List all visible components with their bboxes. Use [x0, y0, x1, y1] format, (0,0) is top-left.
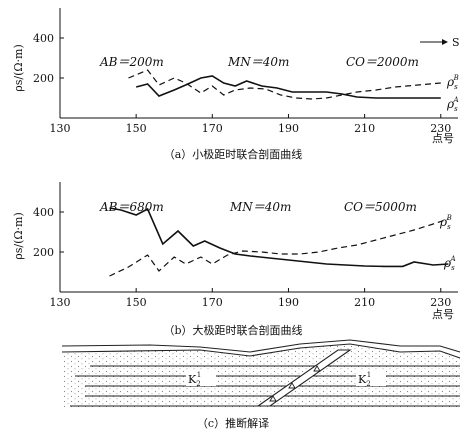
panel-b-x-axis-label: 点号: [432, 308, 454, 321]
panel-a-x-tick-label: 150: [126, 122, 147, 135]
panel-a-series-a-line: [135, 75, 441, 99]
panel-b-x-tick-label: 230: [430, 296, 451, 309]
panel-b-series-a-label: ρsA: [443, 255, 456, 272]
panel-b-caption: （b）大极距时联合剖面曲线: [163, 323, 302, 337]
panel-a-x-axis-label: 点号: [432, 132, 454, 145]
panel-a-mn-annotation: MN＝40m: [227, 55, 289, 69]
panel-b-x-tick-label: 210: [354, 296, 375, 309]
panel-b-x-tick-label: 150: [126, 296, 147, 309]
panel-b-y-tick-label: 200: [33, 246, 54, 259]
panel-a-x-tick-label: 230: [430, 122, 451, 135]
panel-b-series-b-label: ρsB: [439, 214, 452, 231]
panel-a-x-tick-label: 210: [354, 122, 375, 135]
panel-a-x-tick-label: 190: [278, 122, 299, 135]
panel-a-x-tick-label: 170: [202, 122, 223, 135]
panel-a-direction-label: S: [452, 36, 460, 49]
label-bg-left: [186, 370, 216, 386]
panel-b-co-annotation: CO＝5000m: [344, 200, 417, 214]
panel-b-x-tick-label: 130: [50, 296, 71, 309]
panel-b-series-a-line: [109, 207, 449, 268]
stratum-label-left: K21: [188, 371, 201, 388]
panel-a-lines: [128, 69, 441, 100]
panel-a-y-tick-label: 400: [33, 32, 54, 45]
stratum-label-right: K21: [358, 371, 371, 388]
panel-a-ab-annotation: AB＝200m: [99, 55, 164, 69]
panel-b-lines: [109, 207, 449, 277]
panel-a-series-b-line: [128, 69, 441, 100]
panel-b-ab-annotation: AB＝680m: [99, 200, 164, 214]
panel-a-ticks: 130 150 170 190 210 230 200 400: [33, 32, 451, 135]
panel-b-y-axis-label: ρs/(Ω·m): [12, 212, 25, 259]
panel-a-co-annotation: CO＝2000m: [346, 55, 419, 69]
panel-a-y-tick-label: 200: [33, 72, 54, 85]
label-bg-right: [356, 370, 386, 386]
panel-b-mn-annotation: MN＝40m: [229, 200, 291, 214]
fault-marker-2: [288, 382, 296, 389]
ground-surface-line-lower: [61, 343, 461, 359]
fault-zone: [256, 349, 352, 407]
panel-a: 130 150 170 190 210 230 200 400 ρs/(Ω·m) 点号 S A…: [12, 8, 460, 161]
panel-b: 130 150 170 190 210 230 200 400 ρs/(Ω·m) 点号 AB＝…: [12, 182, 458, 337]
panel-b-ticks: 130 150 170 190 210 230 200 400: [33, 206, 451, 309]
panel-a-x-tick-label: 130: [50, 122, 71, 135]
panel-b-series-b-line: [109, 218, 449, 277]
fault-marker-3: [313, 365, 321, 372]
panel-a-y-axis-label: ρs/(Ω·m): [12, 44, 25, 91]
ground-surface-line: [61, 339, 461, 353]
panel-a-direction-arrowhead: [442, 39, 448, 45]
panel-c-caption: （c）推断解译: [197, 416, 269, 430]
panel-b-x-tick-label: 190: [278, 296, 299, 309]
panel-a-caption: （a）小极距时联合剖面曲线: [164, 147, 303, 161]
panel-a-series-a-label: ρsA: [446, 96, 459, 113]
panel-b-y-tick-label: 400: [33, 206, 54, 219]
panel-b-x-tick-label: 170: [202, 296, 223, 309]
fault-marker-1: [269, 395, 277, 402]
panel-a-series-b-label: ρsB: [446, 74, 459, 91]
panel-c: K21 K21 （c）推断解译: [61, 339, 461, 430]
